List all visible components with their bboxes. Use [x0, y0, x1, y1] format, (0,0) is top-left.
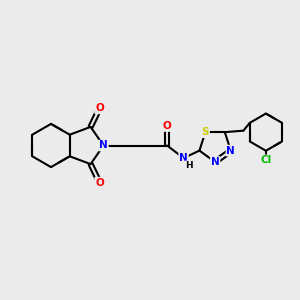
Text: O: O	[95, 103, 104, 113]
Text: N: N	[179, 153, 188, 163]
Text: N: N	[211, 157, 220, 167]
Text: Cl: Cl	[260, 155, 272, 165]
Text: H: H	[185, 161, 193, 170]
Text: N: N	[226, 146, 235, 156]
Text: N: N	[99, 140, 108, 151]
Text: O: O	[95, 178, 104, 188]
Text: S: S	[202, 127, 209, 137]
Text: O: O	[163, 121, 172, 131]
